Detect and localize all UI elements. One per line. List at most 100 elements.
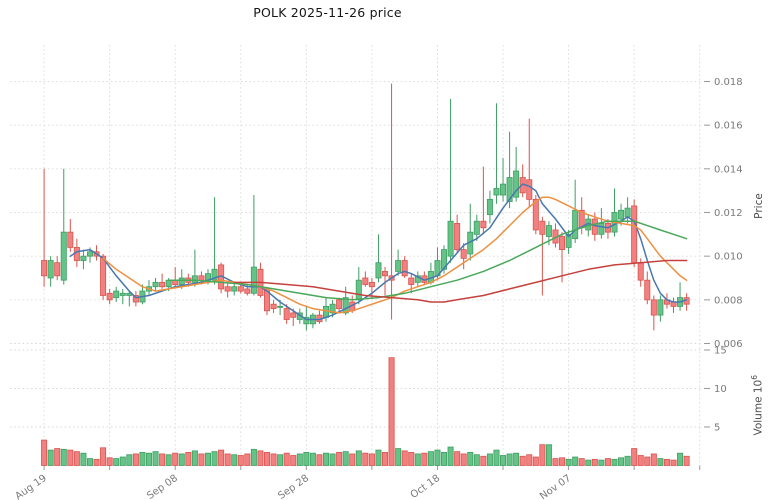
volume-bar [54,448,61,466]
candle-body [211,268,218,281]
volume-bar [447,446,454,466]
volume-bar [342,451,349,466]
volume-bar [113,458,120,466]
volume-bar [513,452,520,466]
candle-body [624,207,631,218]
volume-bar [277,454,284,466]
candle-body [395,260,402,272]
volume-bar [165,454,172,466]
volume-bar [80,452,87,466]
candle-body [198,275,205,281]
volume-bar [532,456,539,466]
volume-bar [382,452,389,466]
candle-body [644,279,651,301]
candle-body [408,277,415,285]
candle-body [191,275,198,283]
volume-bar [585,459,592,466]
volume-bar [663,458,670,466]
gridlines [10,45,703,466]
volume-bar [618,457,625,466]
candle-body [60,231,67,281]
volume-tick-label: 10 [714,384,727,395]
volume-bar [486,453,493,466]
candle-body [532,198,539,231]
price-tick-label: 0.008 [714,295,743,306]
candle-body [250,266,257,294]
volume-bar [441,452,448,466]
candle-body [80,255,87,261]
candle-body [572,209,579,240]
price-tick-label: 0.012 [714,208,743,219]
price-tick-label: 0.016 [714,121,743,132]
date-tick-label: Oct 18 [409,473,443,500]
volume-bar [106,457,113,466]
volume-bar [159,453,166,466]
volume-bar [47,449,54,466]
volume-bar [677,452,684,466]
candle-body [290,312,297,318]
price-tick-label: 0.014 [714,164,743,175]
volume-bar [408,452,415,466]
candle-body [132,295,139,303]
volume-bar [86,458,93,466]
volume-bar [264,452,271,466]
volume-bar [355,450,362,466]
candlesticks [41,83,690,331]
volume-bar [598,459,605,466]
volume-bar [454,451,461,466]
volume-bar [631,448,638,466]
volume-bar [637,455,644,466]
price-tick-label: 0.018 [714,77,743,88]
candle-body [54,262,61,277]
candle-body [382,271,389,277]
volume-bar [591,458,598,466]
volume-bar [139,452,146,466]
volume-bar [349,453,356,466]
volume-bar [526,454,533,466]
candle-body [657,299,664,316]
candle-body [329,303,336,314]
candle-body [447,220,454,257]
volume-bar [388,357,395,466]
candle-body [113,290,120,299]
candle-body [303,316,310,325]
volume-bar [434,449,441,466]
volume-bar [401,450,408,466]
candle-body [526,179,533,200]
ma-20-line [167,220,688,301]
volume-bar [204,452,211,466]
candle-body [637,262,644,281]
volume-bar [323,452,330,466]
volume-bar [191,450,198,466]
volume-bar [644,456,651,466]
volume-bar [152,451,159,466]
volume-bar [329,453,336,466]
ma-30-line [233,259,688,303]
candle-body [486,198,493,216]
volume-bar [375,449,382,466]
volume-bar [493,449,500,466]
volume-bar [211,451,218,466]
candle-body [41,260,48,277]
volume-bars [41,357,690,466]
volume-bar [460,453,467,466]
ma-5-line [69,183,688,321]
volume-bar [178,453,185,466]
volume-bar [559,457,566,466]
volume-bar [237,455,244,466]
volume-bar [303,452,310,466]
volume-bar [67,449,74,466]
volume-bar [683,455,690,466]
volume-bar [427,451,434,466]
candle-body [631,205,638,264]
price-tick-label: 0.010 [714,252,743,263]
volume-bar [60,448,67,466]
volume-bar [552,458,559,466]
volume-bar [368,453,375,466]
volume-bar [250,448,257,466]
volume-bar [132,453,139,466]
volume-tick-label: 15 [714,346,727,357]
volume-bar [572,456,579,466]
